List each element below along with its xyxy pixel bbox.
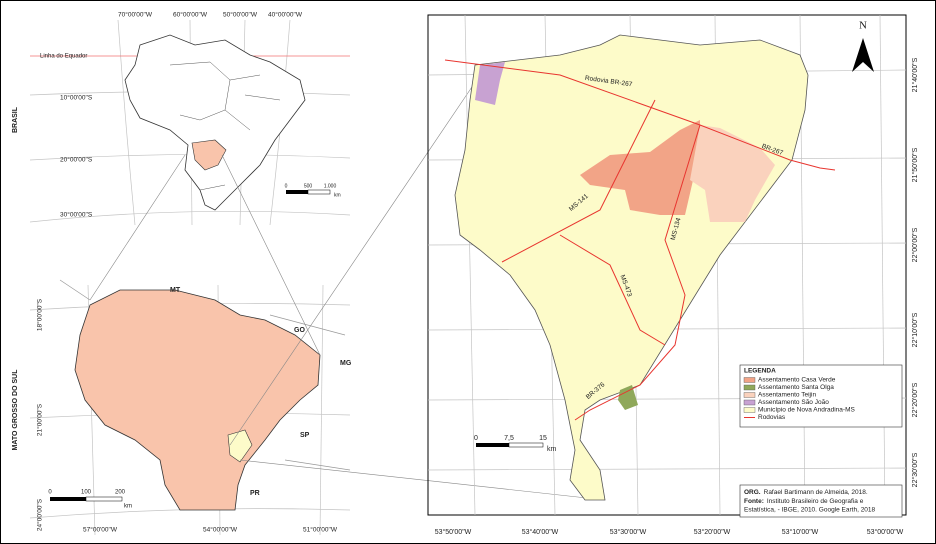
lat-label: 22°00'00"S [911,227,919,262]
scale-tick: 1.000 [324,183,337,189]
scale-tick: 500 [304,183,313,189]
lat-label: 22°20'00"S [911,382,919,417]
scale-unit: km [547,446,557,453]
lon-label: 70°00'00"W [118,11,153,19]
lat-label: 22°30'00"S [911,452,919,487]
area-so [618,385,638,410]
state-label: PR [250,490,260,497]
scale-unit: km [124,504,132,510]
lat-label: 21°00'00"S [36,403,44,436]
credit-text: Rafael Bartimann de Almeida, 2018. [764,489,868,496]
legend-label: Assentamento São João [758,399,829,406]
brazil-inset [29,19,351,226]
lon-label: 60°00'00"W [173,11,208,19]
lat-label: 10°00'00"S [60,94,93,102]
lat-label: 18°00'00"S [36,298,44,331]
legend-swatch [743,384,756,391]
scale-tick: 0 [285,183,288,189]
lon-label: 53°20'00"W [694,528,731,536]
credit-line: Fonte: Instituto Brasileiro de Geografia … [744,498,864,505]
lat-label: 21°50'00"S [911,147,919,182]
area-sj [475,62,505,105]
credit-line: Estatística, - IBGE, 2010. Google Earth,… [744,507,876,514]
area-tj [690,125,775,222]
equator-label: Linha do Equador [40,54,87,60]
lat-label: 22°10'00"S [911,312,919,347]
scale-tick: 100 [81,490,92,496]
lon-label: 54°00'00"W [203,526,238,534]
state-label: SP [300,432,310,439]
credit-label: ORG. [744,489,761,496]
legend-swatch [743,407,756,413]
credit-label: Fonte: [744,498,764,505]
scale-tick: 15 [539,435,547,442]
legend-swatch [743,392,756,398]
lat-label: 20°00'00"S [60,156,93,164]
state-label: GO [294,327,305,334]
credit-text: Instituto Brasileiro de Geografia e [767,498,864,505]
lon-label: 40°00'00"W [268,11,303,19]
lon-label: 53°10'00"W [782,528,819,536]
area-cv [580,120,700,215]
scale-unit: km [334,192,341,198]
ms-inset [29,279,351,536]
lat-label: 24°00'00"S [36,498,44,531]
roads [444,59,836,421]
side-label: BRASIL [12,106,19,133]
lon-label: 53°00'00"W [867,528,904,536]
lon-label: 57°00'00"W [83,526,118,534]
lon-label: 51°00'00"W [303,526,338,534]
credit-line: ORG. Rafael Bartimann de Almeida, 2018. [744,489,868,496]
lon-label: 53°30'00"W [610,528,647,536]
state-label: MT [170,287,181,294]
scale-tick: 0 [474,435,478,442]
legend-swatch [743,377,756,383]
lat-label: 21°40'00"S [911,57,919,92]
legend-label: Assentamento Teijin [758,392,816,399]
scale-tick: 7,5 [504,435,514,442]
side-label: MATO GROSSO DO SUL [12,369,19,451]
lon-label: 53°50'00"W [435,528,472,536]
legend-title: LEGENDA [744,368,776,375]
main-map [427,14,907,518]
legend-label: Assentamento Santa Olga [758,384,834,391]
lon-label: 53°40'00"W [522,528,559,536]
lat-label: 30°00'00"S [60,211,93,219]
scale-tick: 0 [48,490,52,496]
legend-label: Rodovias [758,414,786,421]
state-label: MG [340,360,352,367]
scale-tick: 200 [115,490,126,496]
legend-swatch [743,399,756,406]
lon-label: 50°00'00"W [223,11,258,19]
legend-label: Assentamento Casa Verde [758,377,836,384]
legend-label: Município de Nova Andradina-MS [758,407,855,414]
north-label: N [859,20,867,32]
